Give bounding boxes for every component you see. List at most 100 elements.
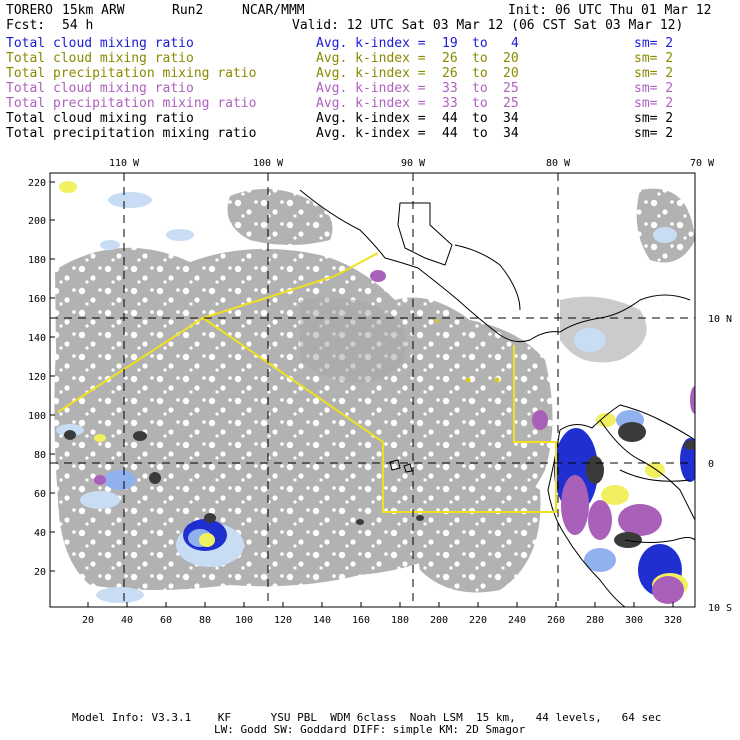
x-tick-label: 160 <box>352 615 370 626</box>
light-blue-cloud <box>56 192 677 603</box>
y-tick-label: 80 <box>34 450 46 461</box>
x-tick-label: 240 <box>508 615 526 626</box>
y-tick-label: 140 <box>28 333 46 344</box>
purple-cloud <box>94 270 695 604</box>
x-tick-label: 280 <box>586 615 604 626</box>
y-axis-labels: 220 200 180 160 140 120 100 80 60 40 20 <box>28 178 46 578</box>
init-time: Init: 06 UTC Thu 01 Mar 12 <box>508 3 712 18</box>
legend-index: Avg. k-index = <box>316 126 426 141</box>
x-tick-label: 320 <box>664 615 682 626</box>
legend-index: Avg. k-index = <box>316 81 426 96</box>
legend-index: Avg. k-index = <box>316 96 426 111</box>
longitude-label: 90 W <box>401 158 426 169</box>
legend-to: 20 <box>503 51 519 66</box>
legend-from: 33 <box>442 81 458 96</box>
legend-field: Total cloud mixing ratio <box>6 36 194 51</box>
organization: NCAR/MMM <box>242 3 305 18</box>
legend-to: 25 <box>503 81 519 96</box>
legend-sm: sm= 2 <box>634 66 674 81</box>
legend-to: 25 <box>503 96 519 111</box>
y-tick-label: 120 <box>28 372 46 383</box>
legend-from: 33 <box>442 96 458 111</box>
y-axis <box>50 181 55 572</box>
y-tick-label: 180 <box>28 255 46 266</box>
y-tick-label: 220 <box>28 178 46 189</box>
coastline <box>299 189 695 607</box>
legend-index: Avg. k-index = <box>316 111 426 126</box>
x-tick-label: 200 <box>430 615 448 626</box>
cloud-field-layer <box>50 173 695 607</box>
legend-field: Total precipitation mixing ratio <box>6 96 257 111</box>
legend-field: Total cloud mixing ratio <box>6 81 194 96</box>
legend-sm: sm= 2 <box>634 126 674 141</box>
legend-field: Total cloud mixing ratio <box>6 51 194 66</box>
x-tick-label: 100 <box>235 615 253 626</box>
y-tick-label: 60 <box>34 489 46 500</box>
y-tick-label: 40 <box>34 528 46 539</box>
longitude-label: 100 W <box>253 158 284 169</box>
latitude-label: 0 <box>708 459 714 470</box>
run-label: Run2 <box>172 3 204 18</box>
x-axis-labels: 20 40 60 80 100 120 140 160 180 200 220 … <box>82 615 682 626</box>
x-tick-label: 180 <box>391 615 409 626</box>
x-tick-label: 300 <box>625 615 643 626</box>
legend-index: Avg. k-index = <box>316 36 426 51</box>
y-tick-label: 200 <box>28 216 46 227</box>
y-tick-label: 100 <box>28 411 46 422</box>
legend-to-word: to <box>472 126 488 141</box>
legend-to: 4 <box>511 36 519 51</box>
legend-to-word: to <box>472 36 488 51</box>
latitude-label: 10 N <box>708 314 732 325</box>
legend-field: Total cloud mixing ratio <box>6 111 194 126</box>
legend-sm: sm= 2 <box>634 81 674 96</box>
legend-from: 19 <box>442 36 458 51</box>
legend-from: 44 <box>442 111 458 126</box>
x-tick-label: 60 <box>160 615 172 626</box>
x-tick-label: 120 <box>274 615 292 626</box>
legend-index: Avg. k-index = <box>316 51 426 66</box>
legend-to-word: to <box>472 51 488 66</box>
legend-sm: sm= 2 <box>634 51 674 66</box>
lat-lon-grid <box>50 173 695 607</box>
latitude-labels: 10 N 0 10 S <box>708 314 732 614</box>
legend-to-word: to <box>472 66 488 81</box>
legend-field: Total precipitation mixing ratio <box>6 126 257 141</box>
legend-to: 34 <box>503 126 519 141</box>
x-axis <box>87 602 674 607</box>
legend-to: 34 <box>503 111 519 126</box>
longitude-label: 110 W <box>109 158 140 169</box>
legend-field: Total precipitation mixing ratio <box>6 66 257 81</box>
legend-sm: sm= 2 <box>634 111 674 126</box>
longitude-label: 80 W <box>546 158 571 169</box>
legend-from: 26 <box>442 66 458 81</box>
storm-track-markers <box>435 319 500 383</box>
latitude-label: 10 S <box>708 603 732 614</box>
x-tick-label: 40 <box>121 615 133 626</box>
x-tick-label: 80 <box>199 615 211 626</box>
physics-info-line: LW: Godd SW: Goddard DIFF: simple KM: 2D… <box>214 723 526 736</box>
plot-frame <box>49 172 696 608</box>
x-tick-label: 260 <box>547 615 565 626</box>
legend-to-word: to <box>472 81 488 96</box>
longitude-labels: 110 W 100 W 90 W 80 W 70 W <box>109 158 715 169</box>
model-resolution: 15km ARW <box>62 3 125 18</box>
x-tick-label: 20 <box>82 615 94 626</box>
legend-to-word: to <box>472 111 488 126</box>
legend-from: 44 <box>442 126 458 141</box>
legend-sm: sm= 2 <box>634 96 674 111</box>
y-tick-label: 160 <box>28 294 46 305</box>
nest-boundary <box>57 252 557 513</box>
x-tick-label: 140 <box>313 615 331 626</box>
longitude-label: 70 W <box>690 158 715 169</box>
x-tick-label: 220 <box>469 615 487 626</box>
legend-sm: sm= 2 <box>634 36 674 51</box>
legend-index: Avg. k-index = <box>316 66 426 81</box>
model-info-line: Model Info: V3.3.1 KF YSU PBL WDM 6class… <box>72 711 662 724</box>
legend-to: 20 <box>503 66 519 81</box>
valid-time: Valid: 12 UTC Sat 03 Mar 12 (06 CST Sat … <box>292 18 684 33</box>
legend-to-word: to <box>472 96 488 111</box>
forecast-label: Fcst: <box>6 18 46 33</box>
y-tick-label: 20 <box>34 567 46 578</box>
model-name: TORERO <box>6 3 53 18</box>
